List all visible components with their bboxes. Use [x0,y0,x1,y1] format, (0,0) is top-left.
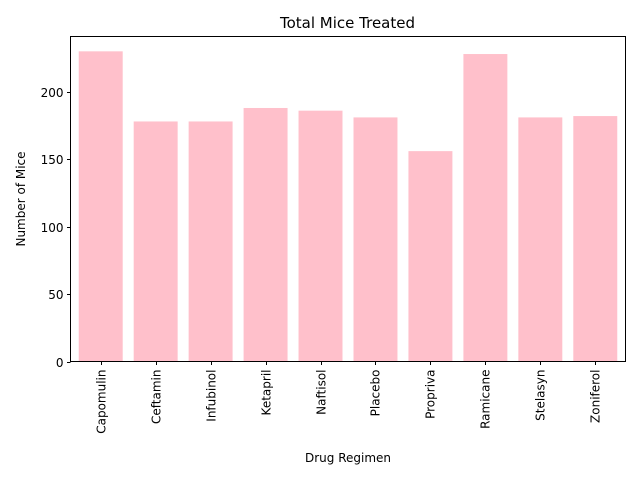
plot-frame [70,36,626,362]
y-tick-label: 150 [41,153,64,167]
x-tick-label-infubinol: Infubinol [205,370,219,422]
bars-group [78,51,618,362]
bar-ceftamin [133,121,178,362]
y-axis-ticks: 0 50 100 150 200 [41,86,71,370]
x-axis-title: Drug Regimen [305,451,391,465]
y-tick-label: 50 [48,288,63,302]
x-tick-label-propriva: Propriva [424,370,438,419]
y-tick-label: 100 [41,221,64,235]
x-tick-label-stelasyn: Stelasyn [534,370,548,421]
x-tick-label-ketapril: Ketapril [260,370,274,416]
x-tick-label-placebo: Placebo [369,370,383,417]
bar-naftisol [298,110,343,362]
bar-ketapril [243,107,288,362]
bar-stelasyn [518,117,563,362]
y-tick-label: 0 [56,356,64,370]
bar-placebo [353,117,398,362]
x-tick-label-ceftamin: Ceftamin [150,370,164,424]
bar-ramicane [463,54,508,362]
bar-propriva [408,151,453,362]
y-tick-label: 200 [41,86,64,100]
x-tick-label-ramicane: Ramicane [479,370,493,429]
x-tick-label-naftisol: Naftisol [315,370,329,415]
x-axis-ticks: Capomulin Ceftamin Infubinol Ketapril Naftis… [95,361,603,434]
bar-capomulin [78,51,123,362]
y-axis-title: Number of Mice [14,151,28,246]
bar-zoniferol [573,116,618,362]
chart-title: Total Mice Treated [279,14,415,32]
x-tick-label-capomulin: Capomulin [95,370,109,434]
bar-infubinol [188,121,233,362]
x-tick-label-zoniferol: Zoniferol [589,370,603,423]
